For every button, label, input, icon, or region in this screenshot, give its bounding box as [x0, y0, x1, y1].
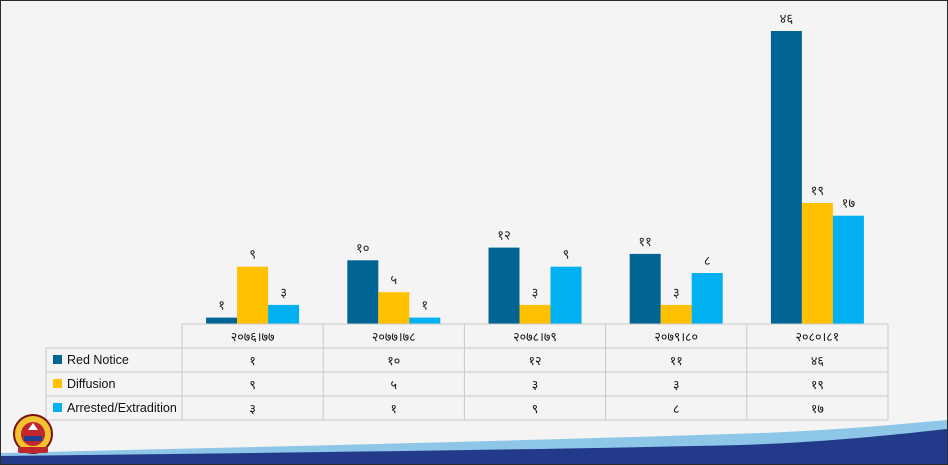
table-cell: ४६ [811, 353, 824, 368]
table-cell: १० [387, 353, 400, 368]
bar-red-notice-1 [347, 260, 379, 324]
bar-value-label: १२ [497, 229, 511, 244]
bar-arrested-extradition-2 [550, 266, 582, 324]
bar-arrested-extradition-1 [409, 317, 441, 324]
legend-swatch [53, 379, 62, 388]
bar-value-label: ४६ [780, 12, 794, 27]
bar-diffusion-4 [801, 203, 833, 324]
bar-value-label: ९ [249, 248, 256, 263]
table-cell: ३ [249, 401, 256, 416]
legend-label: Diffusion [67, 377, 115, 391]
bar-value-label: ५ [390, 273, 397, 288]
footer-wave-dark [1, 429, 947, 464]
table-cell: १९ [811, 377, 824, 392]
bar-value-label: १ [421, 299, 428, 314]
bar-red-notice-0 [206, 317, 238, 324]
bar-value-label: ९ [563, 248, 570, 263]
table-cell: ९ [249, 377, 256, 392]
table-cell: १२ [528, 353, 541, 368]
legend-label: Arrested/Extradition [67, 401, 177, 415]
bar-diffusion-3 [660, 304, 692, 324]
category-label: २०७६।७७ [231, 329, 275, 344]
bar-arrested-extradition-0 [268, 304, 300, 324]
bar-value-label: १७ [842, 197, 856, 212]
bar-value-label: ३ [532, 286, 539, 301]
category-label: २०७७।७८ [372, 329, 416, 344]
legend-swatch [53, 355, 62, 364]
bar-value-label: ३ [280, 286, 287, 301]
table-cell: १७ [811, 401, 824, 416]
bar-value-label: १९ [811, 184, 825, 199]
bar-diffusion-1 [378, 292, 410, 324]
table-cell: ८ [673, 401, 680, 416]
table-cell: ९ [532, 401, 539, 416]
table-cell: १ [249, 353, 256, 368]
bar-diffusion-0 [237, 266, 269, 324]
bar-diffusion-2 [519, 304, 551, 324]
bar-value-label: ११ [638, 235, 652, 250]
category-label: २०८०।८१ [796, 329, 840, 344]
bar-value-label: १ [218, 299, 225, 314]
table-cell: ११ [670, 353, 683, 368]
bar-red-notice-2 [488, 247, 520, 324]
bar-arrested-extradition-3 [691, 273, 723, 324]
data-table: २०७६।७७ २०७७।७८ २०७८।७९ २०७९।८० २०८०।८१ Red N… [45, 323, 889, 421]
table-cell: ३ [532, 377, 539, 392]
table-cell: ३ [673, 377, 680, 392]
bar-red-notice-3 [629, 253, 661, 324]
table-cell: १ [391, 401, 398, 416]
legend-label: Red Notice [67, 353, 129, 367]
footer-wave [1, 420, 947, 464]
category-label: २०७८।७९ [513, 329, 557, 344]
bar-value-label: ३ [673, 286, 680, 301]
table-cell: ५ [391, 377, 398, 392]
legend-swatch [53, 403, 62, 412]
nepal-police-emblem-icon [13, 414, 53, 454]
category-label: २०७९।८० [654, 329, 698, 344]
bar-value-label: ८ [704, 254, 711, 269]
bar-arrested-extradition-4 [832, 215, 864, 324]
bar-value-label: १० [356, 241, 370, 256]
bar-red-notice-4 [770, 31, 802, 324]
